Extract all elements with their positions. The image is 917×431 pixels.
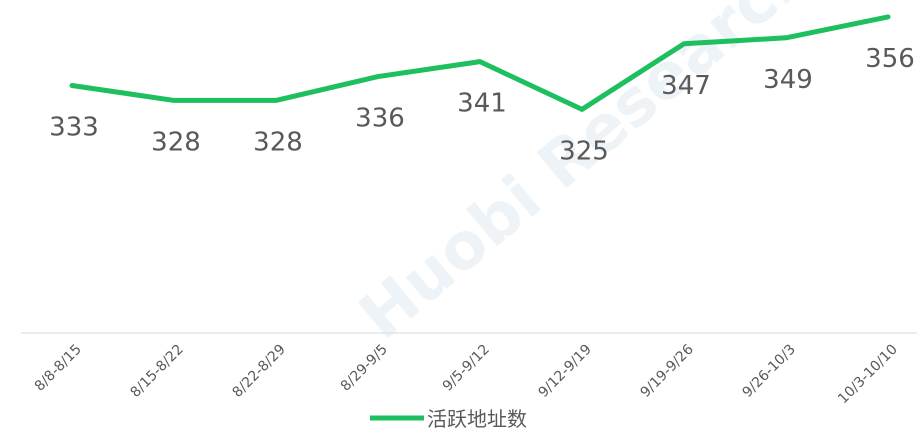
data-label: 336 — [355, 104, 405, 134]
data-label: 356 — [865, 44, 915, 74]
x-tick-label: 9/5-9/12 — [440, 342, 493, 395]
data-label: 328 — [151, 127, 201, 157]
x-tick-label: 9/12-9/19 — [535, 342, 594, 401]
x-tick-label: 10/3-10/10 — [835, 342, 901, 408]
data-label: 328 — [253, 127, 303, 157]
x-tick-label: 9/26-10/3 — [739, 342, 798, 401]
line — [69, 14, 891, 112]
data-label: 341 — [457, 89, 507, 119]
data-label: 349 — [763, 65, 813, 95]
data-label: 333 — [49, 113, 99, 143]
data-label: 325 — [559, 136, 609, 166]
watermark: Huobi Research — [346, 0, 827, 354]
x-tick-label: 8/22-8/29 — [229, 342, 288, 401]
x-tick-label: 8/15-8/22 — [127, 342, 186, 401]
data-label: 347 — [661, 71, 711, 101]
x-tick-label: 8/29-9/5 — [338, 342, 391, 395]
x-tick-label: 9/19-9/26 — [637, 341, 696, 400]
legend-label: 活跃地址数 — [427, 407, 527, 431]
x-tick-label: 8/8-8/15 — [32, 342, 85, 395]
